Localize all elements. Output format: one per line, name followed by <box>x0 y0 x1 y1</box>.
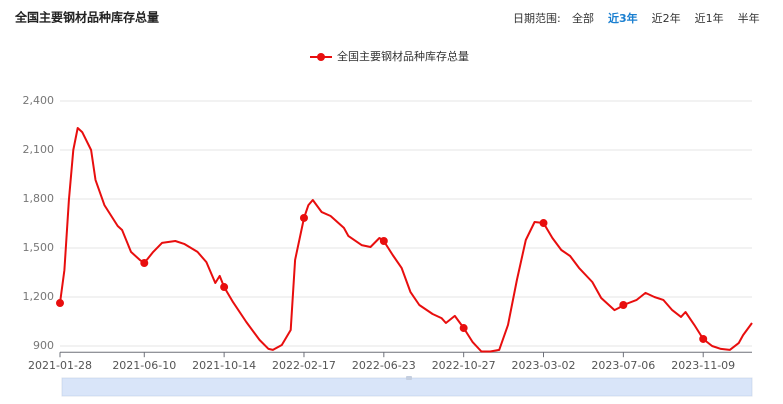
point-marker <box>459 324 468 333</box>
zoom-grip[interactable] <box>406 376 412 380</box>
x-tick-label: 2022-02-17 <box>272 359 336 372</box>
y-tick-label: 2,100 <box>23 143 55 156</box>
point-marker <box>140 259 149 268</box>
legend[interactable]: 全国主要钢材品种库存总量 <box>310 49 469 63</box>
y-tick-label: 900 <box>33 339 54 352</box>
point-marker <box>619 301 628 310</box>
point-marker <box>539 219 548 228</box>
x-tick-label: 2021-10-14 <box>192 359 256 372</box>
date-option[interactable]: 半年 <box>738 11 760 25</box>
line-series <box>59 127 753 353</box>
y-tick-label: 2,400 <box>23 94 55 107</box>
date-range-label: 日期范围: <box>513 11 561 25</box>
y-tick-label: 1,800 <box>23 192 55 205</box>
y-tick-label: 1,200 <box>23 290 55 303</box>
x-tick-label: 2023-11-09 <box>671 359 735 372</box>
point-marker <box>56 299 64 308</box>
legend-label: 全国主要钢材品种库存总量 <box>337 49 469 63</box>
x-tick-label: 2022-06-23 <box>352 359 416 372</box>
x-tick-label: 2021-06-10 <box>112 359 176 372</box>
x-tick-label: 2021-01-28 <box>28 359 92 372</box>
point-marker <box>299 213 308 222</box>
point-marker <box>379 236 388 245</box>
date-option[interactable]: 近1年 <box>695 11 724 25</box>
date-option[interactable]: 全部 <box>572 11 594 25</box>
x-tick-label: 2023-03-02 <box>512 359 576 372</box>
point-marker <box>699 334 708 343</box>
x-tick-label: 2022-10-27 <box>432 359 496 372</box>
legend-marker <box>317 53 325 61</box>
x-tick-label: 2023-07-06 <box>591 359 655 372</box>
date-option[interactable]: 近3年 <box>608 11 638 25</box>
y-tick-label: 1,500 <box>23 241 55 254</box>
point-marker <box>220 283 229 292</box>
zoom-window[interactable] <box>62 378 752 396</box>
data-zoom[interactable] <box>61 376 753 397</box>
chart-title: 全国主要钢材品种库存总量 <box>14 10 159 25</box>
date-option[interactable]: 近2年 <box>652 11 681 25</box>
